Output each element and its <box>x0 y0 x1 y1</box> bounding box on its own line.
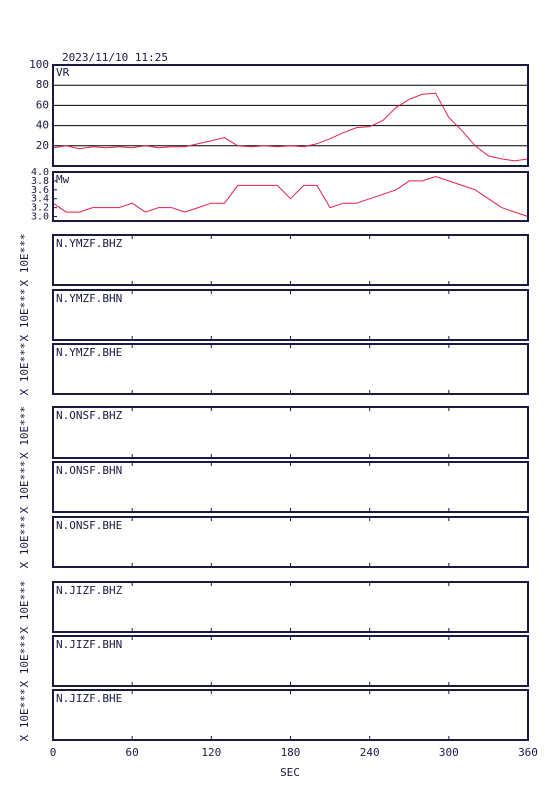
panel-label: Mw <box>56 173 70 186</box>
y-tick-label: 80 <box>36 78 49 91</box>
y-axis-label: X 10E*** <box>18 461 31 514</box>
y-tick-label: 3.4 <box>31 194 49 205</box>
x-tick-label: 360 <box>518 746 538 759</box>
panel-frame <box>52 64 529 167</box>
x-axis-label: SEC <box>280 766 300 779</box>
y-tick-label: 3.2 <box>31 203 49 214</box>
y-axis-label: X 10E*** <box>18 289 31 342</box>
x-tick-label: 60 <box>126 746 139 759</box>
y-tick-label: 4.0 <box>31 167 49 178</box>
panel-frame <box>52 406 529 459</box>
panel-frame <box>52 171 529 222</box>
panel-frame <box>52 689 529 741</box>
panel-frame <box>52 289 529 341</box>
y-tick-label: 3.8 <box>31 176 49 187</box>
panel-label: N.YMZF.BHN <box>56 292 122 305</box>
panel-frame <box>52 461 529 513</box>
panel-frame <box>52 234 529 286</box>
panel-label: N.ONSF.BHN <box>56 464 122 477</box>
x-tick-label: 120 <box>201 746 221 759</box>
panel-frame <box>52 343 529 395</box>
panel-label: N.YMZF.BHZ <box>56 237 123 250</box>
y-tick-label: 100 <box>29 58 49 71</box>
x-tick-label: 180 <box>281 746 301 759</box>
y-axis-label: X 10E*** <box>18 343 31 396</box>
y-tick-label: 3.0 <box>31 212 49 223</box>
y-axis-label: X 10E*** <box>18 406 31 459</box>
panel-label: VR <box>56 66 70 79</box>
timestamp: 2023/11/10 11:25 <box>62 51 168 64</box>
panel-frame <box>52 581 529 633</box>
x-tick-label: 300 <box>439 746 459 759</box>
panel-label: N.YMZF.BHE <box>56 346 122 359</box>
panel-frame <box>52 635 529 687</box>
panel-label: N.ONSF.BHZ <box>56 409 123 422</box>
y-axis-label: X 10E*** <box>18 689 31 742</box>
y-tick-label: 60 <box>36 98 49 111</box>
panel-frame <box>52 516 529 568</box>
y-axis-label: X 10E*** <box>18 581 31 634</box>
y-axis-label: X 10E*** <box>18 635 31 688</box>
x-tick-label: 240 <box>360 746 380 759</box>
data-line <box>52 175 529 217</box>
panel-label: N.JIZF.BHN <box>56 638 122 651</box>
panel-label: N.JIZF.BHE <box>56 692 122 705</box>
y-axis-label: X 10E*** <box>18 516 31 569</box>
panel-label: N.ONSF.BHE <box>56 519 122 532</box>
y-tick-label: 40 <box>36 119 49 132</box>
y-tick-label: 3.6 <box>31 185 49 196</box>
y-axis-label: X 10E*** <box>18 234 31 287</box>
panel-label: N.JIZF.BHZ <box>56 584 123 597</box>
data-line <box>52 92 529 162</box>
y-tick-label: 20 <box>36 139 49 152</box>
x-tick-label: 0 <box>50 746 57 759</box>
